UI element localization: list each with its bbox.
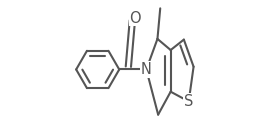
Text: S: S <box>184 94 193 109</box>
Text: O: O <box>129 11 141 26</box>
Text: N: N <box>141 62 152 77</box>
